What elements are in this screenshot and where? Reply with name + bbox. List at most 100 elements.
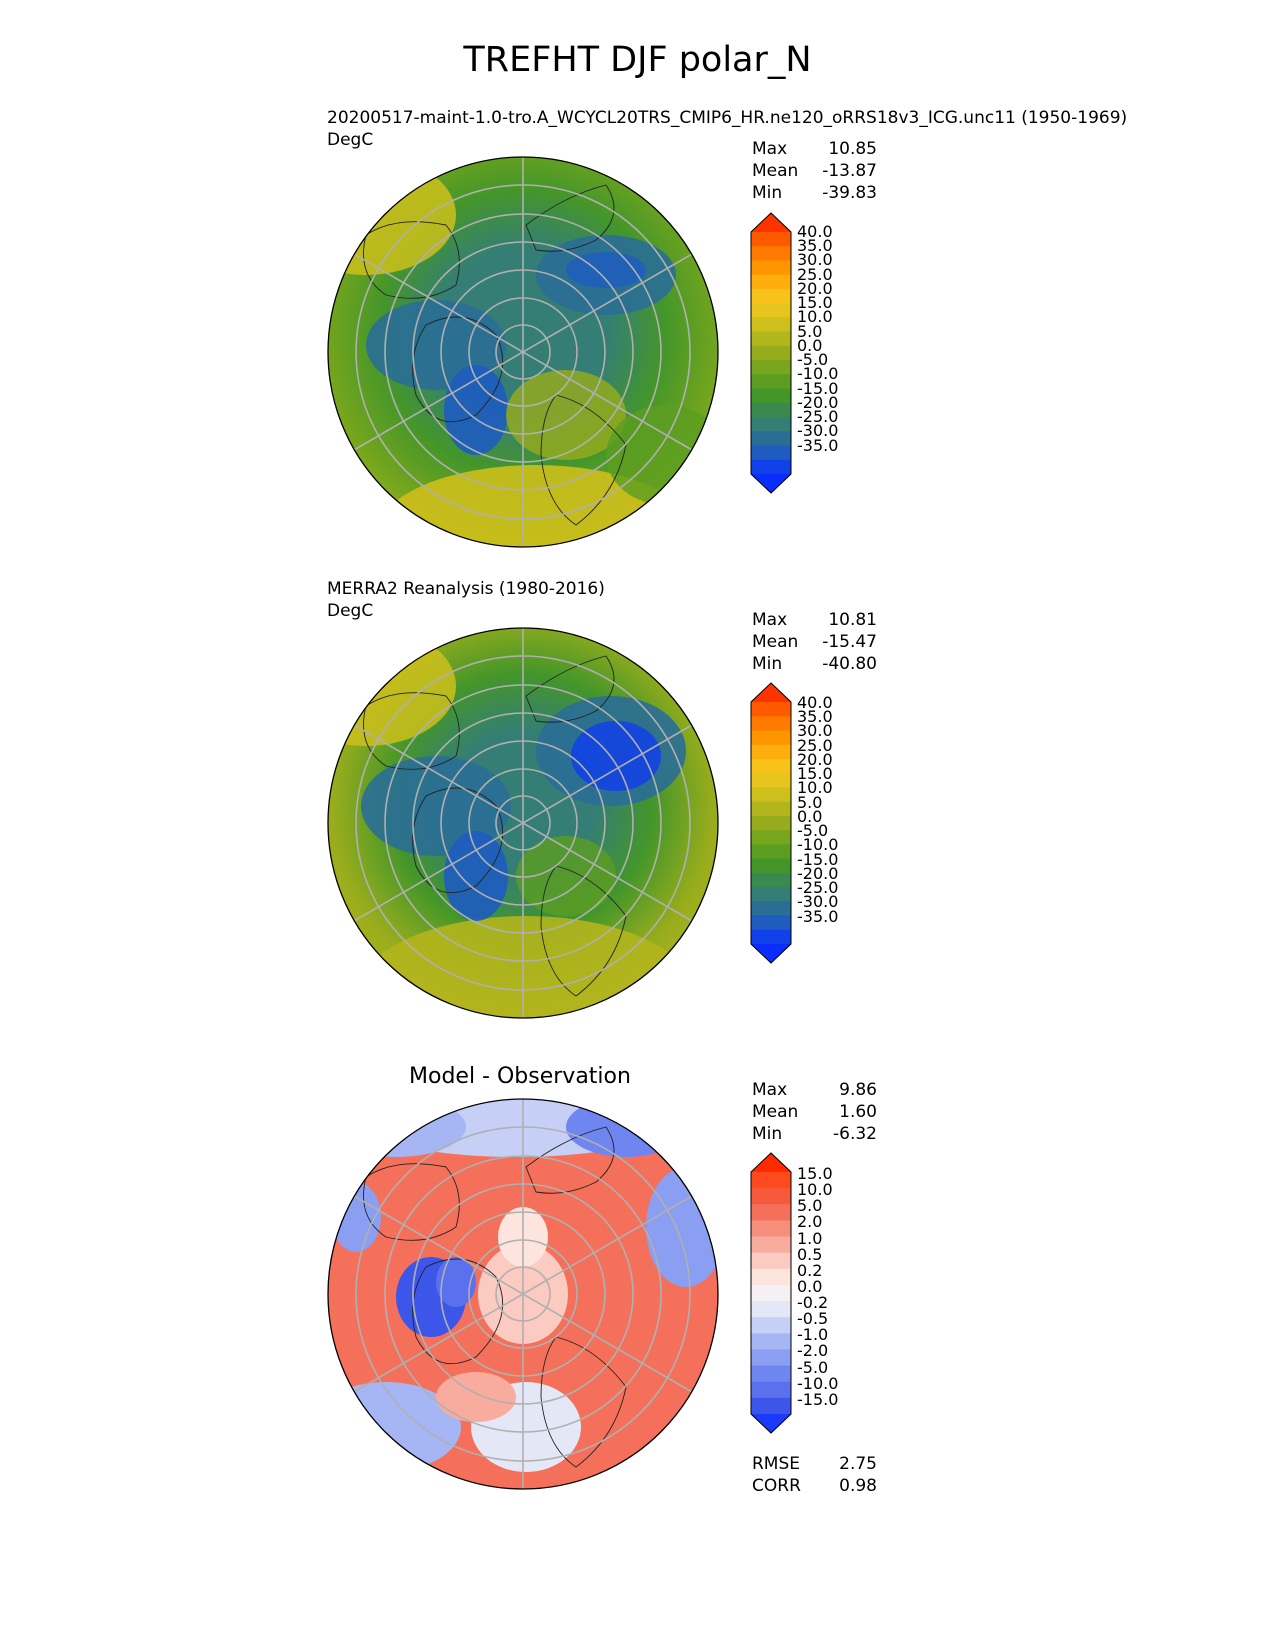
colorbar-outline (750, 682, 792, 964)
colorbar-segment (751, 1172, 791, 1189)
colorbar-tick-label: 20.0 (797, 749, 833, 769)
colorbar-tick-label: -1.0 (797, 1325, 829, 1345)
colorbar-extend-max (751, 683, 791, 702)
colorbar-segment (751, 716, 791, 732)
colorbar-tick-label: 40.0 (797, 222, 833, 241)
stat-value: -15.47 (822, 632, 877, 652)
colorbar-segment (751, 1333, 791, 1351)
ref-colorbar (750, 682, 792, 964)
stat-label: Min (752, 654, 783, 674)
stat-value: -40.80 (822, 654, 877, 674)
colorbar-tick-label: 5.0 (797, 321, 823, 341)
colorbar-tick-label: -20.0 (797, 392, 839, 412)
colorbar-segment (751, 887, 791, 902)
colorbar-tick-label: -30.0 (797, 421, 839, 441)
colorbar-segment (751, 1349, 791, 1367)
colorbar-extend-max (751, 1153, 791, 1172)
colorbar-segment (751, 758, 791, 774)
colorbar-tick-label: -30.0 (797, 892, 839, 912)
colorbar-segment (751, 915, 791, 931)
colorbar-outline (750, 212, 792, 494)
colorbar-tick-label: -20.0 (797, 863, 839, 883)
colorbar-segment (751, 445, 791, 461)
colorbar-tick-label: 35.0 (797, 236, 833, 256)
colorbar-extend-min (751, 944, 791, 963)
diff-metrics: RMSE 2.75 CORR 0.98 (752, 1453, 877, 1497)
colorbar-tick-label: -15.0 (797, 1389, 839, 1409)
colorbar-segment (751, 402, 791, 418)
stat-label: Min (752, 1124, 783, 1144)
colorbar-segment (751, 388, 791, 404)
colorbar-segment (751, 801, 791, 817)
colorbar-tick-label: -10.0 (797, 364, 839, 384)
colorbar-segment (751, 1268, 791, 1286)
stat-value: 10.81 (828, 610, 877, 630)
colorbar-tick-label: -15.0 (797, 849, 839, 869)
test-polar-map (327, 156, 719, 548)
test-stats: Max 10.85 Mean -13.87 Min -39.83 (752, 138, 877, 204)
colorbar-tick-label: -10.0 (797, 1373, 839, 1393)
stat-label: Max (752, 139, 788, 159)
stat-value: -6.32 (833, 1124, 877, 1144)
colorbar-segment (751, 260, 791, 276)
colorbar-extend-min (751, 474, 791, 493)
colorbar-segment (751, 288, 791, 304)
diff-stats: Max 9.86 Mean 1.60 Min -6.32 (752, 1079, 877, 1145)
stat-label: Mean (752, 161, 799, 181)
colorbar-tick-label: -25.0 (797, 878, 839, 898)
stat-label: Mean (752, 1102, 799, 1122)
colorbar-segment (751, 787, 791, 803)
colorbar-segment (751, 744, 791, 760)
colorbar-tick-label: 10.0 (797, 778, 833, 798)
colorbar-segment (751, 1301, 791, 1318)
colorbar-tick-label: 0.2 (797, 1260, 823, 1280)
stat-label: Max (752, 1080, 788, 1100)
ref-panel-label: MERRA2 Reanalysis (1980-2016) (327, 579, 605, 599)
figure-title: TREFHT DJF polar_N (463, 40, 812, 80)
colorbar-segment (751, 1381, 791, 1399)
colorbar-tick-label: 0.5 (797, 1244, 823, 1264)
colorbar-segment (751, 1317, 791, 1334)
colorbar-tick-label: -5.0 (797, 350, 829, 370)
colorbar-tick-label: -25.0 (797, 407, 839, 427)
colorbar-segment (751, 702, 791, 717)
stat-value: -13.87 (822, 161, 877, 181)
colorbar-segment (751, 1252, 791, 1270)
colorbar-segment (751, 317, 791, 333)
colorbar-tick-label: -10.0 (797, 835, 839, 855)
diff-panel-title: Model - Observation (409, 1064, 631, 1089)
colorbar-segment (751, 374, 791, 390)
colorbar-tick-label: 15.0 (797, 764, 833, 784)
colorbar-segment (751, 773, 791, 789)
colorbar-segment (751, 844, 791, 860)
stat-value: 1.60 (839, 1102, 877, 1122)
colorbar-segment (751, 1188, 791, 1205)
colorbar-tick-label: 15.0 (797, 1164, 833, 1183)
colorbar-tick-label: 40.0 (797, 693, 833, 712)
colorbar-segment (751, 459, 791, 475)
colorbar-tick-label: -15.0 (797, 378, 839, 398)
colorbar-outline (750, 1152, 792, 1434)
colorbar-segment (751, 901, 791, 917)
stat-value: 10.85 (828, 139, 877, 159)
colorbar-segment (751, 431, 791, 447)
colorbar-extend-min (751, 1414, 791, 1433)
colorbar-segment (751, 232, 791, 247)
colorbar-segment (751, 246, 791, 262)
colorbar-tick-label: 10.0 (797, 1180, 833, 1200)
colorbar-segment (751, 274, 791, 290)
colorbar-segment (751, 1204, 791, 1221)
colorbar-segment (751, 360, 791, 375)
colorbar-tick-label: -0.5 (797, 1309, 829, 1329)
colorbar-tick-label: 0.0 (797, 806, 823, 826)
metric-value: 0.98 (839, 1476, 877, 1496)
colorbar-tick-label: 1.0 (797, 1228, 823, 1248)
colorbar-segment (751, 417, 791, 432)
metric-label: RMSE (752, 1454, 801, 1474)
colorbar-tick-label: -35.0 (797, 435, 839, 455)
colorbar-tick-label: 20.0 (797, 278, 833, 298)
colorbar-segment (751, 1220, 791, 1238)
ref-stats: Max 10.81 Mean -15.47 Min -40.80 (752, 609, 877, 675)
colorbar-tick-label: 30.0 (797, 250, 833, 270)
stat-label: Min (752, 183, 783, 203)
